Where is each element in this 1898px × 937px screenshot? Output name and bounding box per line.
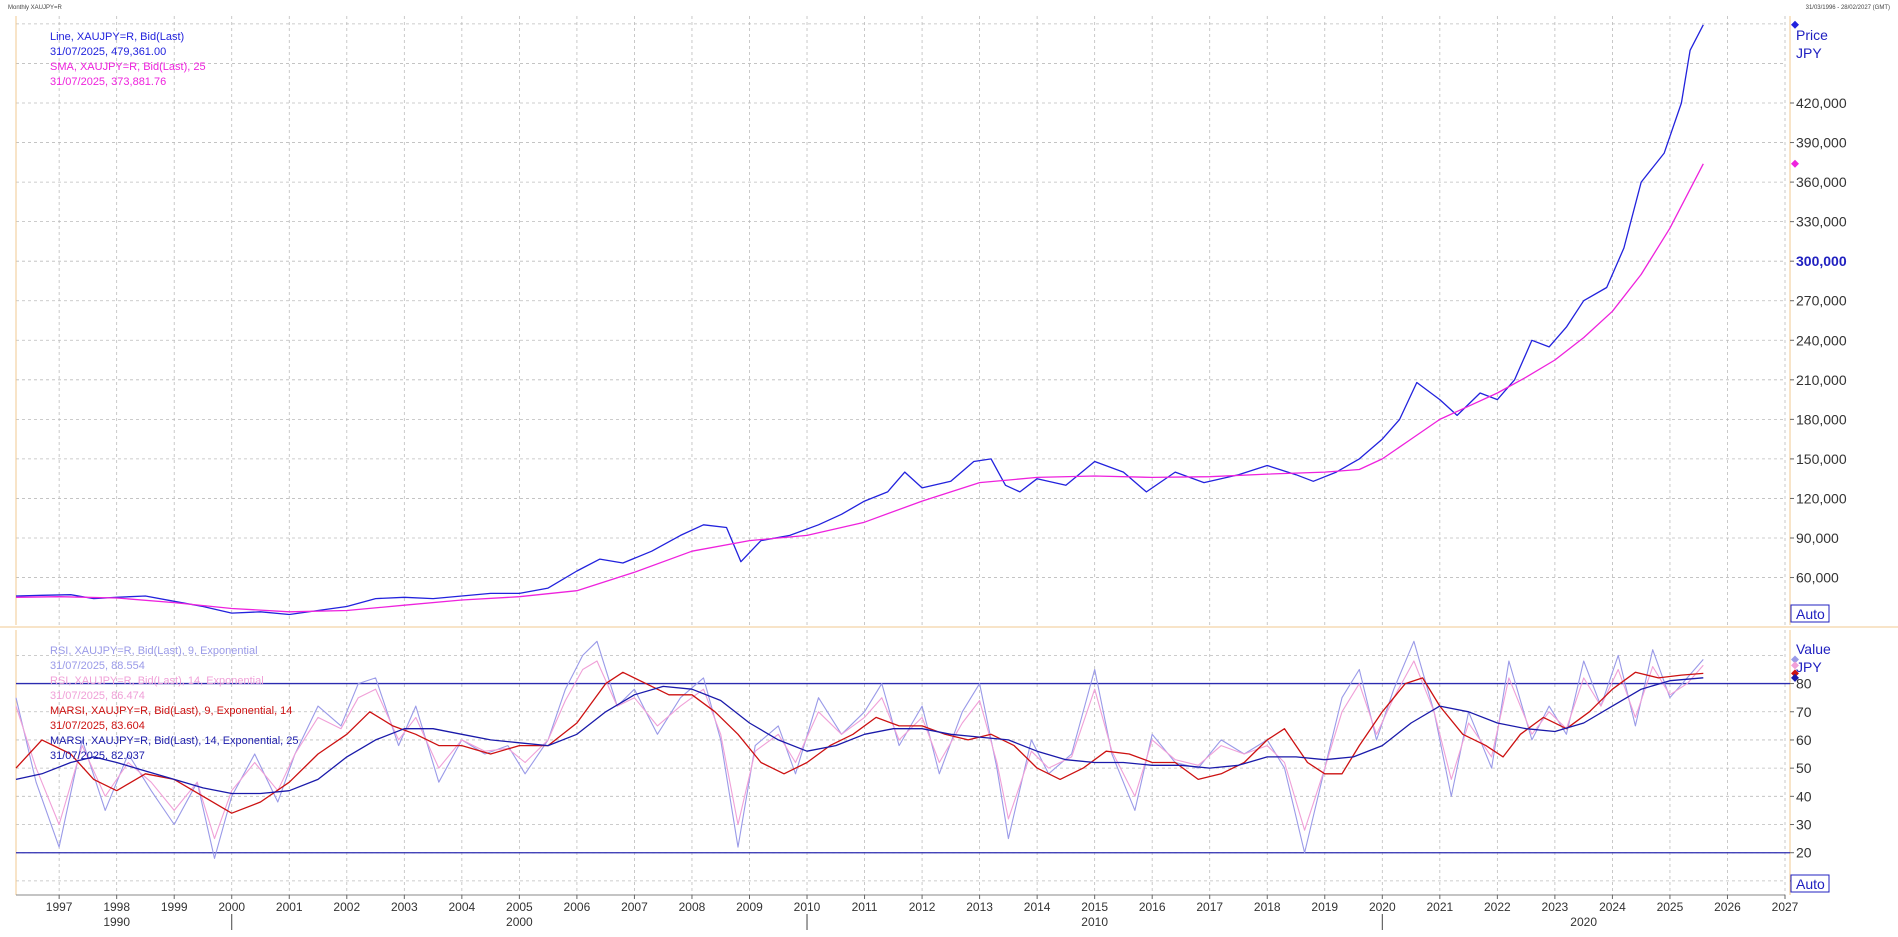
x-tick-label-2020: 2020 (1369, 900, 1396, 914)
y-tick-label-180,000: 180,000 (1796, 411, 1847, 427)
x-tick-label-2012: 2012 (909, 900, 936, 914)
x-tick-label-2022: 2022 (1484, 900, 1511, 914)
series-end-marker-marsi-xaujpy-r-bid-last-9-exponential-14 (1791, 669, 1799, 678)
series-line-rsi-xaujpy-r-bid-last-14-exponential (15, 660, 1704, 840)
series-end-marker-marsi-xaujpy-r-bid-last-14-exponential-25 (1791, 673, 1799, 682)
legend-label-rsi-xaujpy-r-bid-last-9-exponential: RSI, XAUJPY=R, Bid(Last), 9, Exponential (50, 645, 258, 657)
x-tick-label-2001: 2001 (276, 900, 303, 914)
y-tick-label-70: 70 (1796, 704, 1812, 720)
y-tick-label-390,000: 390,000 (1796, 135, 1847, 151)
y-tick-label-360,000: 360,000 (1796, 174, 1847, 190)
x-tick-label-2023: 2023 (1542, 900, 1569, 914)
y-tick-label-420,000: 420,000 (1796, 95, 1847, 111)
decade-label-2020: 2020 (1570, 915, 1597, 929)
x-tick-label-2027: 2027 (1772, 900, 1799, 914)
legend-label-marsi-xaujpy-r-bid-last-14-exponential-25: MARSI, XAUJPY=R, Bid(Last), 14, Exponent… (50, 735, 299, 747)
legend-value-31-07-2025-373-881-76: 31/07/2025, 373,881.76 (50, 76, 166, 88)
header-right-label: 31/03/1996 - 28/02/2027 (GMT) (1806, 5, 1890, 11)
series-line-marsi-xaujpy-r-bid-last-14-exponential-25 (15, 677, 1704, 795)
x-tick-label-2019: 2019 (1311, 900, 1338, 914)
x-tick-label-2013: 2013 (966, 900, 993, 914)
x-tick-label-2003: 2003 (391, 900, 418, 914)
y-axis-title-value: Value (1796, 641, 1831, 657)
y-tick-label-270,000: 270,000 (1796, 293, 1847, 309)
y-tick-label-60,000: 60,000 (1796, 570, 1839, 586)
x-tick-label-2014: 2014 (1024, 900, 1051, 914)
x-tick-label-2006: 2006 (564, 900, 591, 914)
series-end-marker-sma-xaujpy-r-bid-last-25 (1791, 159, 1799, 168)
x-tick-label-2017: 2017 (1196, 900, 1223, 914)
x-tick-label-2016: 2016 (1139, 900, 1166, 914)
x-tick-label-1997: 1997 (46, 900, 73, 914)
x-tick-label-2000: 2000 (218, 900, 245, 914)
x-tick-label-2015: 2015 (1081, 900, 1108, 914)
series-end-marker-line-xaujpy-r-bid-last (1791, 20, 1799, 29)
x-tick-label-1998: 1998 (103, 900, 130, 914)
x-tick-label-2026: 2026 (1714, 900, 1741, 914)
x-tick-label-2011: 2011 (852, 900, 878, 914)
x-tick-label-1999: 1999 (161, 900, 188, 914)
series-end-marker-rsi-xaujpy-r-bid-last-14-exponential (1791, 661, 1799, 670)
x-tick-label-2005: 2005 (506, 900, 533, 914)
y-tick-label-80: 80 (1796, 676, 1812, 692)
series-line-rsi-xaujpy-r-bid-last-9-exponential (15, 640, 1704, 859)
series-line-line-xaujpy-r-bid-last (15, 24, 1704, 616)
decade-label-2010: 2010 (1081, 915, 1108, 929)
y-axis-title-jpy: JPY (1796, 45, 1822, 61)
y-tick-label-50: 50 (1796, 760, 1812, 776)
y-axis-title-jpy: JPY (1796, 659, 1822, 675)
x-tick-label-2010: 2010 (794, 900, 821, 914)
y-axis-title-price: Price (1796, 27, 1828, 43)
legend-value-31-07-2025-82-037: 31/07/2025, 82.037 (50, 750, 145, 762)
x-tick-label-2004: 2004 (448, 900, 475, 914)
legend-value-31-07-2025-83-604: 31/07/2025, 83.604 (50, 720, 145, 732)
series-layer (15, 20, 1799, 859)
decade-label-1990: 1990 (103, 915, 130, 929)
x-tick-label-2009: 2009 (736, 900, 763, 914)
y-tick-label-40: 40 (1796, 788, 1812, 804)
legend-value-31-07-2025-86-474: 31/07/2025, 86.474 (50, 690, 145, 702)
legend-value-31-07-2025-479-361-00: 31/07/2025, 479,361.00 (50, 46, 166, 58)
legend-label-marsi-xaujpy-r-bid-last-9-exponential-14: MARSI, XAUJPY=R, Bid(Last), 9, Exponenti… (50, 705, 292, 717)
legend-value-31-07-2025-88-554: 31/07/2025, 88.554 (50, 660, 145, 672)
series-line-sma-xaujpy-r-bid-last-25 (15, 163, 1704, 613)
y-tick-label-120,000: 120,000 (1796, 490, 1847, 506)
legend-label-line-xaujpy-r-bid-last: Line, XAUJPY=R, Bid(Last) (50, 31, 184, 43)
y-tick-label-20: 20 (1796, 845, 1812, 861)
y-tick-label-240,000: 240,000 (1796, 332, 1847, 348)
y-tick-label-330,000: 330,000 (1796, 214, 1847, 230)
decade-label-2000: 2000 (506, 915, 533, 929)
auto-scale-label: Auto (1796, 606, 1825, 622)
axes-layer: 60,000 90,000 120,000 150,000 180,000 210,000… (46, 27, 1847, 930)
x-tick-label-2002: 2002 (333, 900, 360, 914)
auto-scale-button (1790, 604, 1830, 623)
x-tick-label-2007: 2007 (621, 900, 648, 914)
y-tick-label-210,000: 210,000 (1796, 372, 1847, 388)
x-tick-label-2024: 2024 (1599, 900, 1626, 914)
header-left-label: Monthly XAUJPY=R (8, 5, 63, 11)
y-tick-label-90,000: 90,000 (1796, 530, 1839, 546)
legend-label-sma-xaujpy-r-bid-last-25: SMA, XAUJPY=R, Bid(Last), 25 (50, 61, 206, 73)
y-tick-label-30: 30 (1796, 817, 1812, 833)
y-tick-label-60: 60 (1796, 732, 1812, 748)
x-tick-label-2018: 2018 (1254, 900, 1281, 914)
x-tick-label-2021: 2021 (1426, 900, 1453, 914)
y-tick-label-150,000: 150,000 (1796, 451, 1847, 467)
legend-layer: Line, XAUJPY=R, Bid(Last) 31/07/2025, 479… (50, 31, 299, 762)
frame-layer (0, 16, 1898, 896)
x-tick-label-2025: 2025 (1657, 900, 1684, 914)
series-end-marker-rsi-xaujpy-r-bid-last-9-exponential (1791, 655, 1799, 664)
auto-scale-label: Auto (1796, 876, 1825, 892)
x-tick-label-2008: 2008 (679, 900, 706, 914)
legend-label-rsi-xaujpy-r-bid-last-14-exponential: RSI, XAUJPY=R, Bid(Last), 14, Exponentia… (50, 675, 264, 687)
y-tick-label-300,000: 300,000 (1796, 253, 1847, 269)
auto-scale-button (1790, 874, 1830, 893)
